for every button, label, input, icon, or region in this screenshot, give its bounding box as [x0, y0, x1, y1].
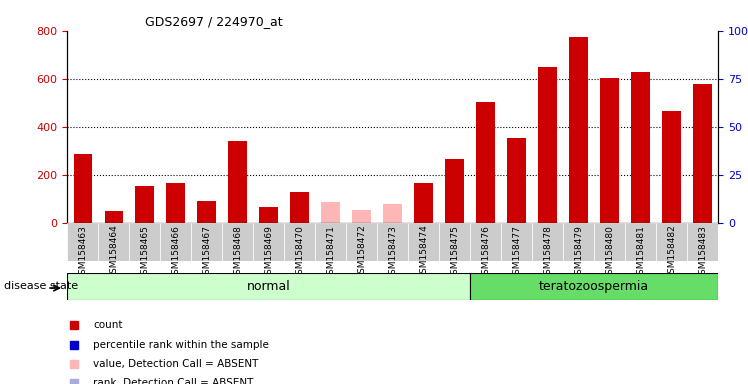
Bar — [563, 223, 594, 261]
Bar — [197, 201, 216, 223]
Bar — [284, 223, 315, 261]
Bar — [476, 101, 495, 223]
Bar — [569, 37, 588, 223]
Bar — [315, 223, 346, 261]
Text: GSM158464: GSM158464 — [109, 225, 118, 280]
Bar — [290, 192, 309, 223]
Text: normal: normal — [247, 280, 291, 293]
Bar — [73, 154, 92, 223]
Text: GSM158482: GSM158482 — [667, 225, 676, 280]
Bar — [656, 223, 687, 261]
Bar — [625, 223, 656, 261]
Bar — [470, 223, 501, 261]
Text: GSM158469: GSM158469 — [264, 225, 273, 280]
Bar — [167, 183, 185, 223]
Text: GSM158478: GSM158478 — [543, 225, 552, 280]
Text: GSM158471: GSM158471 — [326, 225, 335, 280]
Bar — [532, 223, 563, 261]
Bar — [384, 204, 402, 223]
Bar — [98, 223, 129, 261]
Bar — [470, 273, 718, 300]
Bar — [260, 207, 278, 223]
Bar — [160, 223, 191, 261]
Text: GSM158477: GSM158477 — [512, 225, 521, 280]
Text: GSM158480: GSM158480 — [605, 225, 614, 280]
Bar — [687, 223, 718, 261]
Bar — [594, 223, 625, 261]
Text: GSM158483: GSM158483 — [698, 225, 707, 280]
Text: GSM158465: GSM158465 — [141, 225, 150, 280]
Bar — [414, 183, 433, 223]
Bar — [408, 223, 439, 261]
Text: percentile rank within the sample: percentile rank within the sample — [94, 339, 269, 349]
Bar — [322, 202, 340, 223]
Text: GSM158472: GSM158472 — [358, 225, 367, 280]
Text: GSM158468: GSM158468 — [233, 225, 242, 280]
Bar — [129, 223, 160, 261]
Text: GSM158476: GSM158476 — [481, 225, 490, 280]
Bar — [539, 67, 557, 223]
Bar — [662, 111, 681, 223]
Text: GSM158473: GSM158473 — [388, 225, 397, 280]
Bar — [105, 212, 123, 223]
Text: GDS2697 / 224970_at: GDS2697 / 224970_at — [145, 15, 283, 28]
Bar — [501, 223, 532, 261]
Text: value, Detection Call = ABSENT: value, Detection Call = ABSENT — [94, 359, 259, 369]
Text: disease state: disease state — [4, 281, 78, 291]
Text: GSM158474: GSM158474 — [419, 225, 428, 280]
Text: GSM158475: GSM158475 — [450, 225, 459, 280]
Bar — [135, 185, 154, 223]
Text: GSM158467: GSM158467 — [202, 225, 211, 280]
Bar — [67, 223, 98, 261]
Text: count: count — [94, 320, 123, 330]
Bar — [631, 71, 650, 223]
Text: GSM158463: GSM158463 — [79, 225, 88, 280]
Bar — [439, 223, 470, 261]
Bar — [445, 159, 464, 223]
Bar — [352, 210, 371, 223]
Bar — [254, 223, 284, 261]
Bar — [377, 223, 408, 261]
Bar — [67, 273, 470, 300]
Text: GSM158470: GSM158470 — [295, 225, 304, 280]
Bar — [507, 137, 526, 223]
Text: GSM158466: GSM158466 — [171, 225, 180, 280]
Text: teratozoospermia: teratozoospermia — [539, 280, 649, 293]
Text: GSM158481: GSM158481 — [636, 225, 645, 280]
Bar — [693, 84, 712, 223]
Text: rank, Detection Call = ABSENT: rank, Detection Call = ABSENT — [94, 378, 254, 384]
Text: GSM158479: GSM158479 — [574, 225, 583, 280]
Bar — [222, 223, 254, 261]
Bar — [228, 141, 247, 223]
Bar — [601, 78, 619, 223]
Bar — [191, 223, 222, 261]
Bar — [346, 223, 377, 261]
